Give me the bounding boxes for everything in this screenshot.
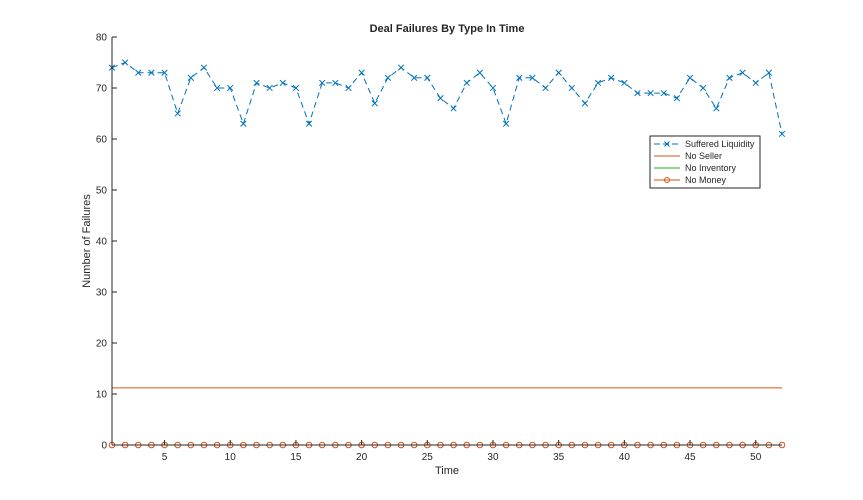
x-tick-label: 5 [162, 452, 168, 463]
data-point [489, 84, 497, 92]
y-tick-label: 30 [96, 288, 108, 299]
legend-marker [664, 177, 670, 183]
x-tick-label: 40 [619, 452, 631, 463]
data-point [594, 79, 602, 87]
series-line [111, 61, 783, 135]
data-point [266, 84, 273, 92]
data-point [739, 69, 746, 76]
x-tick-label: 25 [422, 452, 434, 463]
data-point [174, 110, 181, 117]
plot-area [112, 37, 782, 445]
data-point [713, 105, 720, 112]
data-point [121, 59, 129, 66]
data-point [253, 79, 260, 87]
data-point [437, 95, 444, 102]
data-point [700, 84, 707, 92]
data-point [345, 84, 352, 92]
legend-item: No Seller [654, 151, 722, 161]
x-axis-label: Time [435, 465, 459, 477]
data-point [634, 89, 641, 97]
data-point [686, 74, 694, 81]
y-tick-label: 10 [96, 390, 108, 401]
x-tick-label: 45 [684, 452, 696, 463]
legend-item: Suffered Liquidity [654, 139, 755, 149]
data-point [752, 79, 759, 87]
data-point [476, 69, 483, 76]
data-point [135, 69, 142, 76]
y-axis-label: Number of Failures [81, 194, 93, 288]
data-point [726, 74, 733, 81]
data-point [502, 120, 510, 127]
data-point [332, 79, 339, 87]
x-tick-label: 15 [290, 452, 302, 463]
y-tick-label: 0 [101, 441, 107, 452]
legend: Suffered Liquidity No Seller No Inventory N… [649, 135, 761, 189]
data-point [358, 69, 365, 76]
data-point [660, 89, 667, 97]
data-point [319, 79, 326, 87]
x-tick-label: 30 [487, 452, 499, 463]
legend-marker [664, 141, 670, 147]
y-tick-label: 80 [96, 33, 108, 44]
y-tick-label: 60 [96, 135, 108, 146]
data-point [411, 74, 418, 81]
legend-label: No Seller [685, 151, 722, 161]
data-point [516, 74, 523, 81]
data-point [227, 84, 234, 92]
x-tick-label: 35 [553, 452, 565, 463]
x-tick-label: 20 [356, 452, 368, 463]
data-point [647, 89, 654, 97]
data-point [148, 69, 155, 76]
axes: 5 10 15 20 25 30 35 40 45 50 0 10 20 30 40 50 60 70 80 [96, 33, 782, 463]
series-0 [108, 59, 786, 138]
data-point [279, 79, 286, 87]
legend-label: No Money [685, 175, 727, 185]
legend-label: Suffered Liquidity [685, 139, 755, 149]
data-point [384, 74, 392, 81]
data-point [240, 120, 247, 127]
data-point [673, 95, 681, 102]
data-point [187, 74, 194, 81]
legend-label: No Inventory [685, 163, 737, 173]
data-point [397, 64, 405, 71]
data-point [621, 79, 628, 87]
y-tick-label: 40 [96, 237, 108, 248]
data-point [305, 120, 313, 127]
legend-item: No Inventory [654, 163, 737, 173]
x-tick-label: 10 [225, 452, 237, 463]
chart-title: Deal Failures By Type In Time [370, 23, 525, 35]
data-point [450, 105, 457, 112]
x-tick-label: 50 [750, 452, 762, 463]
y-tick-label: 50 [96, 186, 108, 197]
data-point [213, 84, 221, 92]
plot-background [112, 37, 782, 445]
data-point [608, 74, 615, 81]
data-point [161, 69, 168, 76]
data-point [765, 69, 773, 76]
data-point [424, 74, 431, 81]
data-point [463, 79, 470, 87]
y-tick-label: 20 [96, 339, 108, 350]
data-point [292, 84, 300, 92]
data-point [371, 100, 378, 107]
y-tick-label: 70 [96, 84, 108, 95]
data-point [581, 100, 589, 107]
data-point [200, 64, 208, 71]
data-point [568, 84, 575, 92]
data-point [542, 84, 549, 92]
data-point [529, 74, 536, 81]
data-point [555, 69, 562, 76]
legend-item: No Money [654, 175, 727, 185]
data-point [778, 130, 786, 138]
